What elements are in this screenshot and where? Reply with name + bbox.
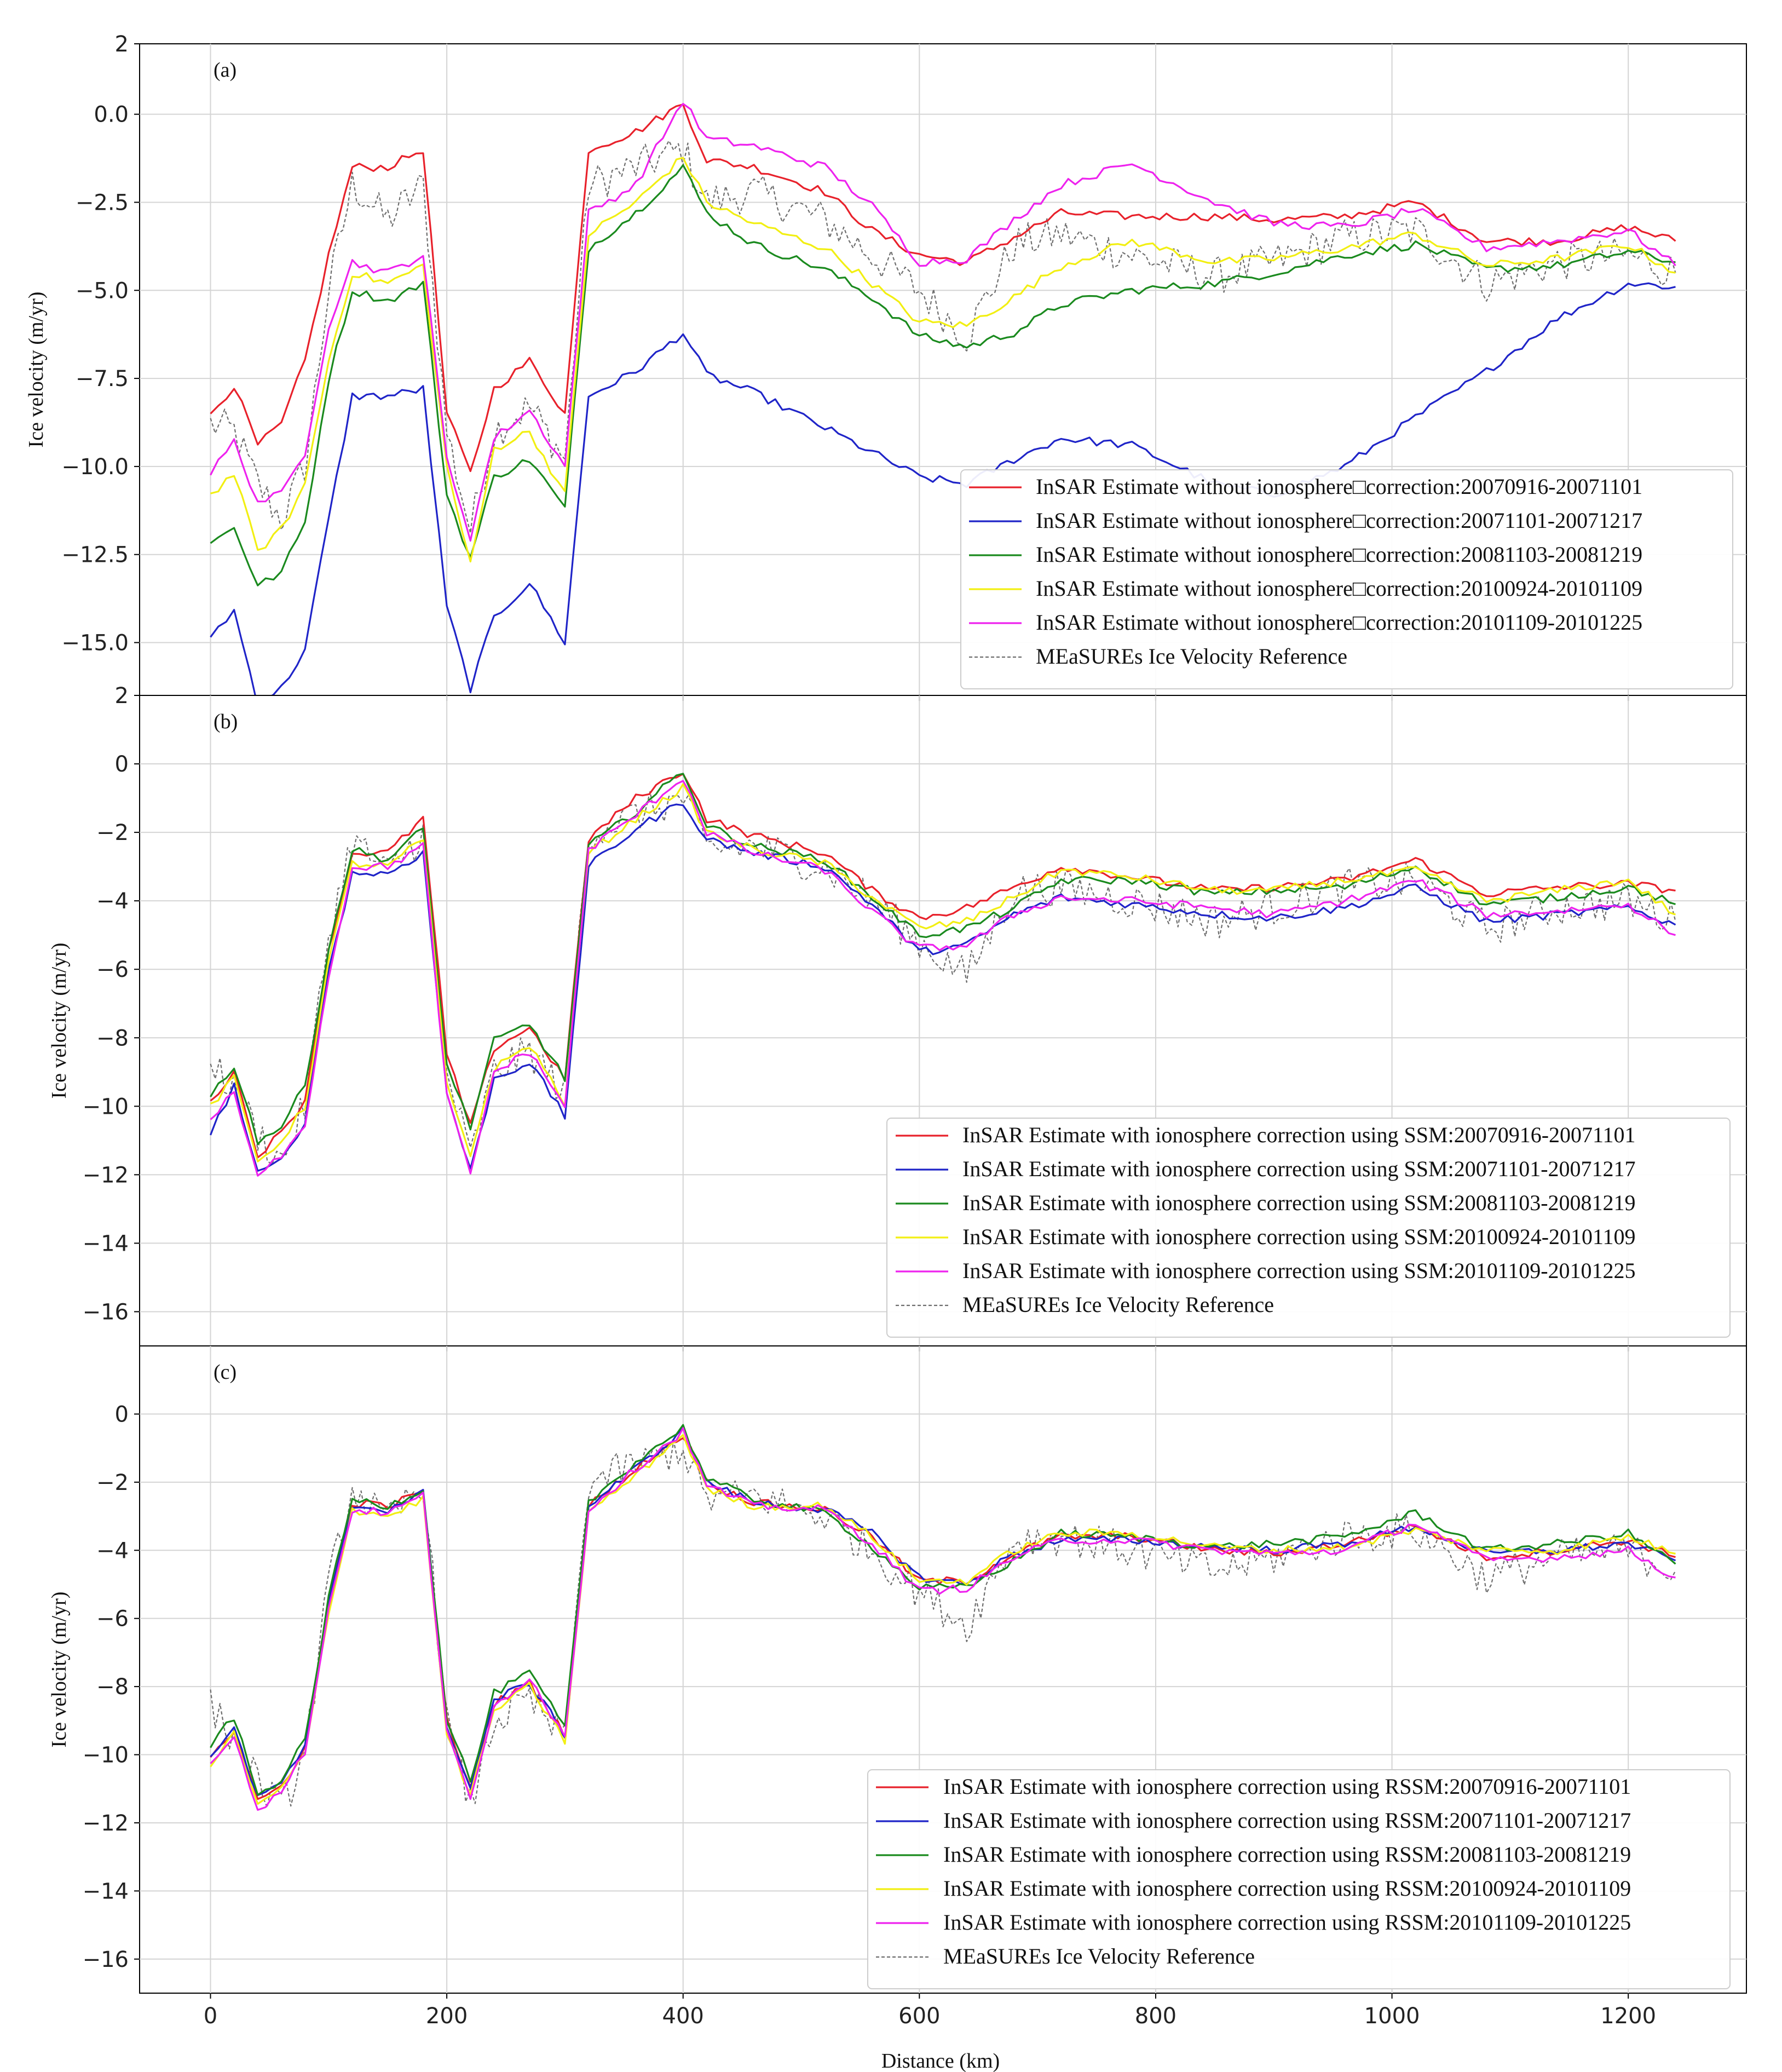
panel-label: (a) <box>214 59 237 82</box>
y-tick-label: 0 <box>115 752 129 777</box>
legend-box <box>867 1769 1731 1989</box>
y-tick-label: −4 <box>96 889 129 914</box>
panels: 0.0 −2.5 −5.0 −7.5 −10.0 −12.5 −15.0 2 Ice veloc… <box>25 32 1747 2029</box>
legend-entry: MEaSUREs Ice Velocity Reference <box>943 1944 1255 1969</box>
series-line-reference <box>210 791 1676 1166</box>
series-line-green <box>210 1424 1676 1796</box>
legend-entry: InSAR Estimate without ionosphere□correc… <box>1036 610 1642 635</box>
series-line-red <box>210 773 1676 1159</box>
y-tick-label: −5.0 <box>76 278 129 303</box>
series-line-yellow <box>210 783 1676 1162</box>
legend: InSAR Estimate with ionosphere correctio… <box>867 1769 1731 1989</box>
series-line-green <box>210 773 1676 1146</box>
legend-entry: InSAR Estimate with ionosphere correctio… <box>943 1774 1631 1799</box>
legend: InSAR Estimate with ionosphere correctio… <box>886 1118 1731 1338</box>
x-axis-label: Distance (km) <box>881 2050 1000 2072</box>
series-lines <box>210 103 1676 695</box>
y-axis-label: Ice velocity (m/yr) <box>25 292 48 448</box>
y-tick-label: −8 <box>96 1674 129 1700</box>
y-tick-label: −14 <box>83 1879 129 1904</box>
y-tick-label: −10.0 <box>61 454 129 480</box>
y-tick-label: 0 <box>115 1402 129 1427</box>
series-line-blue <box>210 803 1676 1172</box>
x-tick-label: 200 <box>426 2004 468 2029</box>
y-axis-label: Ice velocity (m/yr) <box>48 1592 71 1748</box>
y-tick-label: 2 <box>115 32 129 57</box>
series-line-reference <box>210 140 1676 534</box>
y-tick-label: −4 <box>96 1538 129 1563</box>
y-tick-label: −16 <box>83 1947 129 1972</box>
y-tick-label: −15.0 <box>61 631 129 656</box>
legend-entry: InSAR Estimate with ionosphere correctio… <box>943 1842 1631 1867</box>
y-tick-label: −8 <box>96 1026 129 1051</box>
y-tick-label: −16 <box>83 1299 129 1325</box>
x-tick-label: 1200 <box>1600 2004 1656 2029</box>
y-tick-label: −7.5 <box>76 366 129 392</box>
series-line-magenta <box>210 103 1676 542</box>
plot-frame <box>139 1345 1747 1994</box>
legend-entry: InSAR Estimate with ionosphere correctio… <box>943 1876 1631 1901</box>
y-tick-label: −12 <box>83 1811 129 1836</box>
series-line-magenta <box>210 780 1676 1177</box>
panel-c: 0 200 400 600 800 1000 1200 0 −2 −4 −6 −8 −10 −12 −14 −… <box>48 1345 1747 2029</box>
panel-a: 0.0 −2.5 −5.0 −7.5 −10.0 −12.5 −15.0 2 Ice veloc… <box>25 32 1747 701</box>
panel-label: (c) <box>214 1361 237 1384</box>
y-tick-label: −10 <box>83 1743 129 1768</box>
x-tick-label: 1000 <box>1364 2004 1420 2029</box>
y-tick-label: −2.5 <box>76 190 129 215</box>
legend-entry: InSAR Estimate with ionosphere correctio… <box>943 1808 1631 1833</box>
x-tick-label: 0 <box>204 2004 217 2029</box>
series-line-blue <box>210 282 1676 695</box>
legend-entry: InSAR Estimate without ionosphere□correc… <box>1036 576 1642 601</box>
y-tick-label: −12 <box>83 1162 129 1188</box>
legend: InSAR Estimate without ionosphere□correc… <box>960 469 1733 689</box>
series-lines <box>210 773 1676 1177</box>
legend-box <box>886 1118 1731 1338</box>
y-tick-label: −2 <box>96 1470 129 1495</box>
series-line-red <box>210 103 1676 473</box>
legend-entry: MEaSUREs Ice Velocity Reference <box>1036 644 1347 669</box>
y-tick-label: −10 <box>83 1094 129 1119</box>
legend-entry: InSAR Estimate with ionosphere correctio… <box>962 1156 1636 1181</box>
panel-b: 0 −2 −4 −6 −8 −10 −12 −14 −16 2 Ice velocity (m/yr… <box>48 683 1747 1351</box>
y-tick-label: −12.5 <box>61 543 129 568</box>
series-line-yellow <box>210 157 1676 563</box>
y-tick-label: −2 <box>96 820 129 845</box>
y-tick-label: −6 <box>96 957 129 982</box>
legend-entry: MEaSUREs Ice Velocity Reference <box>962 1292 1274 1317</box>
series-lines <box>210 1424 1676 1811</box>
panel-label: (b) <box>214 710 238 733</box>
legend-box <box>960 469 1733 689</box>
legend-entry: InSAR Estimate with ionosphere correctio… <box>962 1123 1636 1147</box>
x-tick-label: 400 <box>662 2004 704 2029</box>
series-line-yellow <box>210 1434 1676 1805</box>
y-tick-label: 2 <box>115 683 129 709</box>
legend-entry: InSAR Estimate with ionosphere correctio… <box>962 1258 1636 1283</box>
series-line-magenta <box>210 1427 1676 1811</box>
legend-entry: InSAR Estimate with ionosphere correctio… <box>962 1224 1636 1249</box>
y-tick-label: −14 <box>83 1231 129 1256</box>
x-tick-label: 600 <box>898 2004 940 2029</box>
y-tick-label: 0.0 <box>94 102 129 128</box>
legend-entry: InSAR Estimate without ionosphere□correc… <box>1036 508 1642 533</box>
legend-entry: InSAR Estimate with ionosphere correctio… <box>943 1910 1631 1935</box>
legend-entry: InSAR Estimate with ionosphere correctio… <box>962 1190 1636 1215</box>
legend-entry: InSAR Estimate without ionosphere□correc… <box>1036 542 1642 567</box>
y-axis-label: Ice velocity (m/yr) <box>48 943 71 1099</box>
legend-entry: InSAR Estimate without ionosphere□correc… <box>1036 474 1642 499</box>
x-tick-label: 800 <box>1135 2004 1177 2029</box>
y-tick-label: −6 <box>96 1607 129 1632</box>
